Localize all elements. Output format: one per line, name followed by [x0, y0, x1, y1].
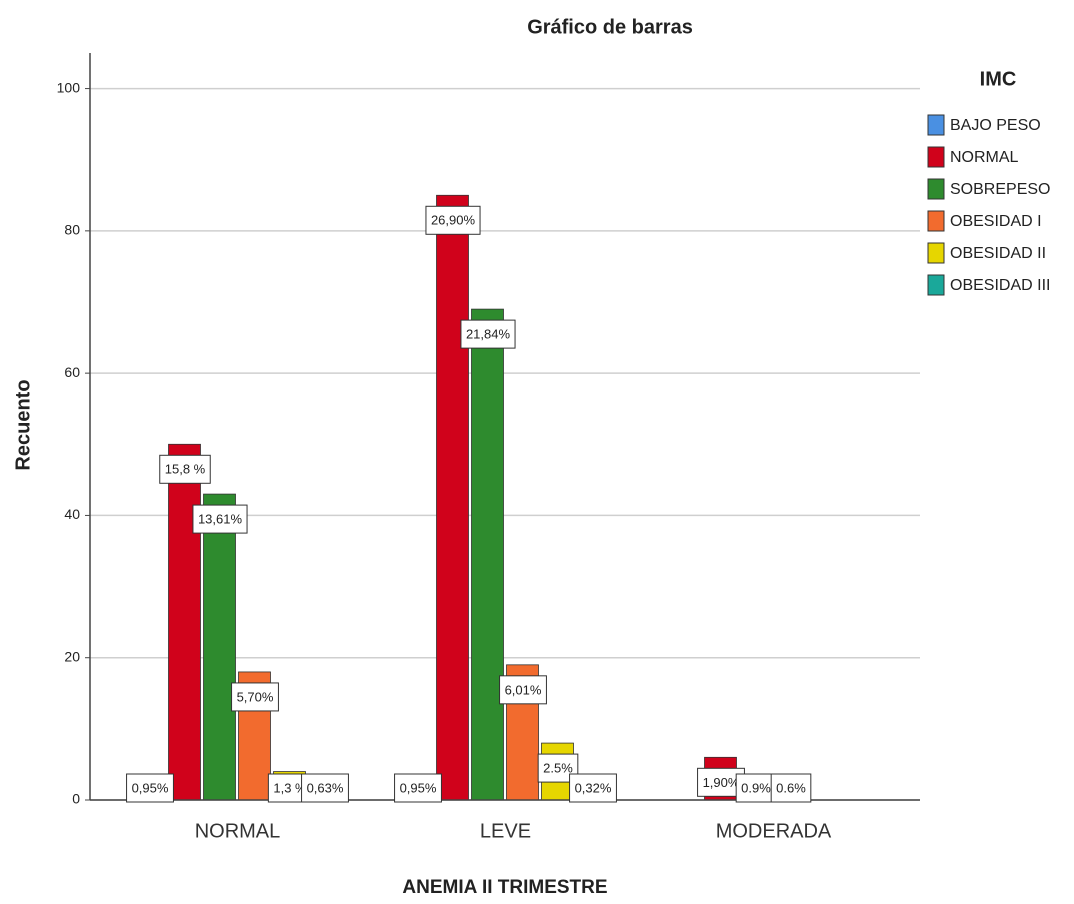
legend-label: BAJO PESO [950, 117, 1041, 134]
value-label-text: 0.6% [776, 780, 806, 795]
value-label-box [770, 773, 812, 803]
value-label-box [301, 773, 349, 803]
value-label: 0,63% [301, 773, 349, 803]
legend-label: SOBREPESO [950, 181, 1050, 198]
legend-label: OBESIDAD II [950, 245, 1046, 262]
value-label-text: 15,8 % [165, 462, 206, 477]
y-tick-label: 60 [64, 364, 80, 380]
value-label-box [394, 773, 442, 803]
legend-swatch [927, 114, 945, 136]
value-label: 1,90% [697, 767, 745, 797]
legend-label: OBESIDAD III [950, 277, 1050, 294]
value-label-box [499, 675, 547, 705]
value-label-text: 2.5% [543, 761, 573, 776]
value-label-box [159, 454, 211, 484]
legend-label: OBESIDAD I [950, 213, 1042, 230]
bar [168, 443, 201, 801]
x-axis-label: ANEMIA II TRIMESTRE [402, 877, 607, 898]
value-label-box [569, 773, 617, 803]
value-label-text: 0,95% [400, 780, 437, 795]
value-label: 15,8 % [159, 454, 211, 484]
value-label: 6,01% [499, 675, 547, 705]
x-tick-label: NORMAL [195, 820, 281, 842]
value-label: 21,84% [460, 319, 516, 349]
value-label-text: 0.9% [741, 780, 771, 795]
x-tick-label: LEVE [480, 820, 531, 842]
value-label-box [192, 504, 248, 534]
value-label: 26,90% [425, 205, 481, 235]
value-label-text: 1,90% [703, 775, 740, 790]
value-label-box [231, 682, 279, 712]
legend-swatch [927, 178, 945, 200]
y-tick-label: 40 [64, 506, 80, 522]
legend-title: IMC [980, 68, 1017, 90]
bar [471, 308, 504, 801]
value-label: 0,95% [394, 773, 442, 803]
value-label-box [425, 205, 481, 235]
chart-title: Gráfico de barras [527, 16, 693, 38]
y-tick-label: 20 [64, 648, 80, 664]
value-label-box [460, 319, 516, 349]
value-label: 5,70% [231, 682, 279, 712]
value-label: 0,95% [126, 773, 174, 803]
value-label-text: 1,3 % [273, 780, 307, 795]
value-label: 0,32% [569, 773, 617, 803]
value-label: 0.6% [770, 773, 812, 803]
legend-swatch [927, 146, 945, 168]
value-label: 0.9% [735, 773, 777, 803]
bar [203, 493, 236, 801]
y-tick-label: 100 [57, 79, 81, 95]
value-label: 13,61% [192, 504, 248, 534]
value-label-text: 26,90% [431, 213, 476, 228]
value-label-text: 5,70% [237, 689, 274, 704]
value-label-text: 0,63% [307, 780, 344, 795]
value-label-text: 0,95% [132, 780, 169, 795]
y-tick-label: 80 [64, 222, 80, 238]
value-label-box [126, 773, 174, 803]
x-tick-label: MODERADA [716, 820, 832, 842]
y-tick-label: 0 [72, 791, 80, 807]
value-label-text: 13,61% [198, 512, 243, 527]
legend-swatch [927, 210, 945, 232]
y-axis-label: Recuento [12, 379, 34, 470]
bar [436, 194, 469, 801]
value-label-box [735, 773, 777, 803]
value-label-text: 0,32% [575, 780, 612, 795]
value-label-text: 6,01% [505, 682, 542, 697]
value-label-text: 21,84% [466, 327, 511, 342]
legend-swatch [927, 242, 945, 264]
legend-label: NORMAL [950, 149, 1019, 166]
legend-swatch [927, 274, 945, 296]
